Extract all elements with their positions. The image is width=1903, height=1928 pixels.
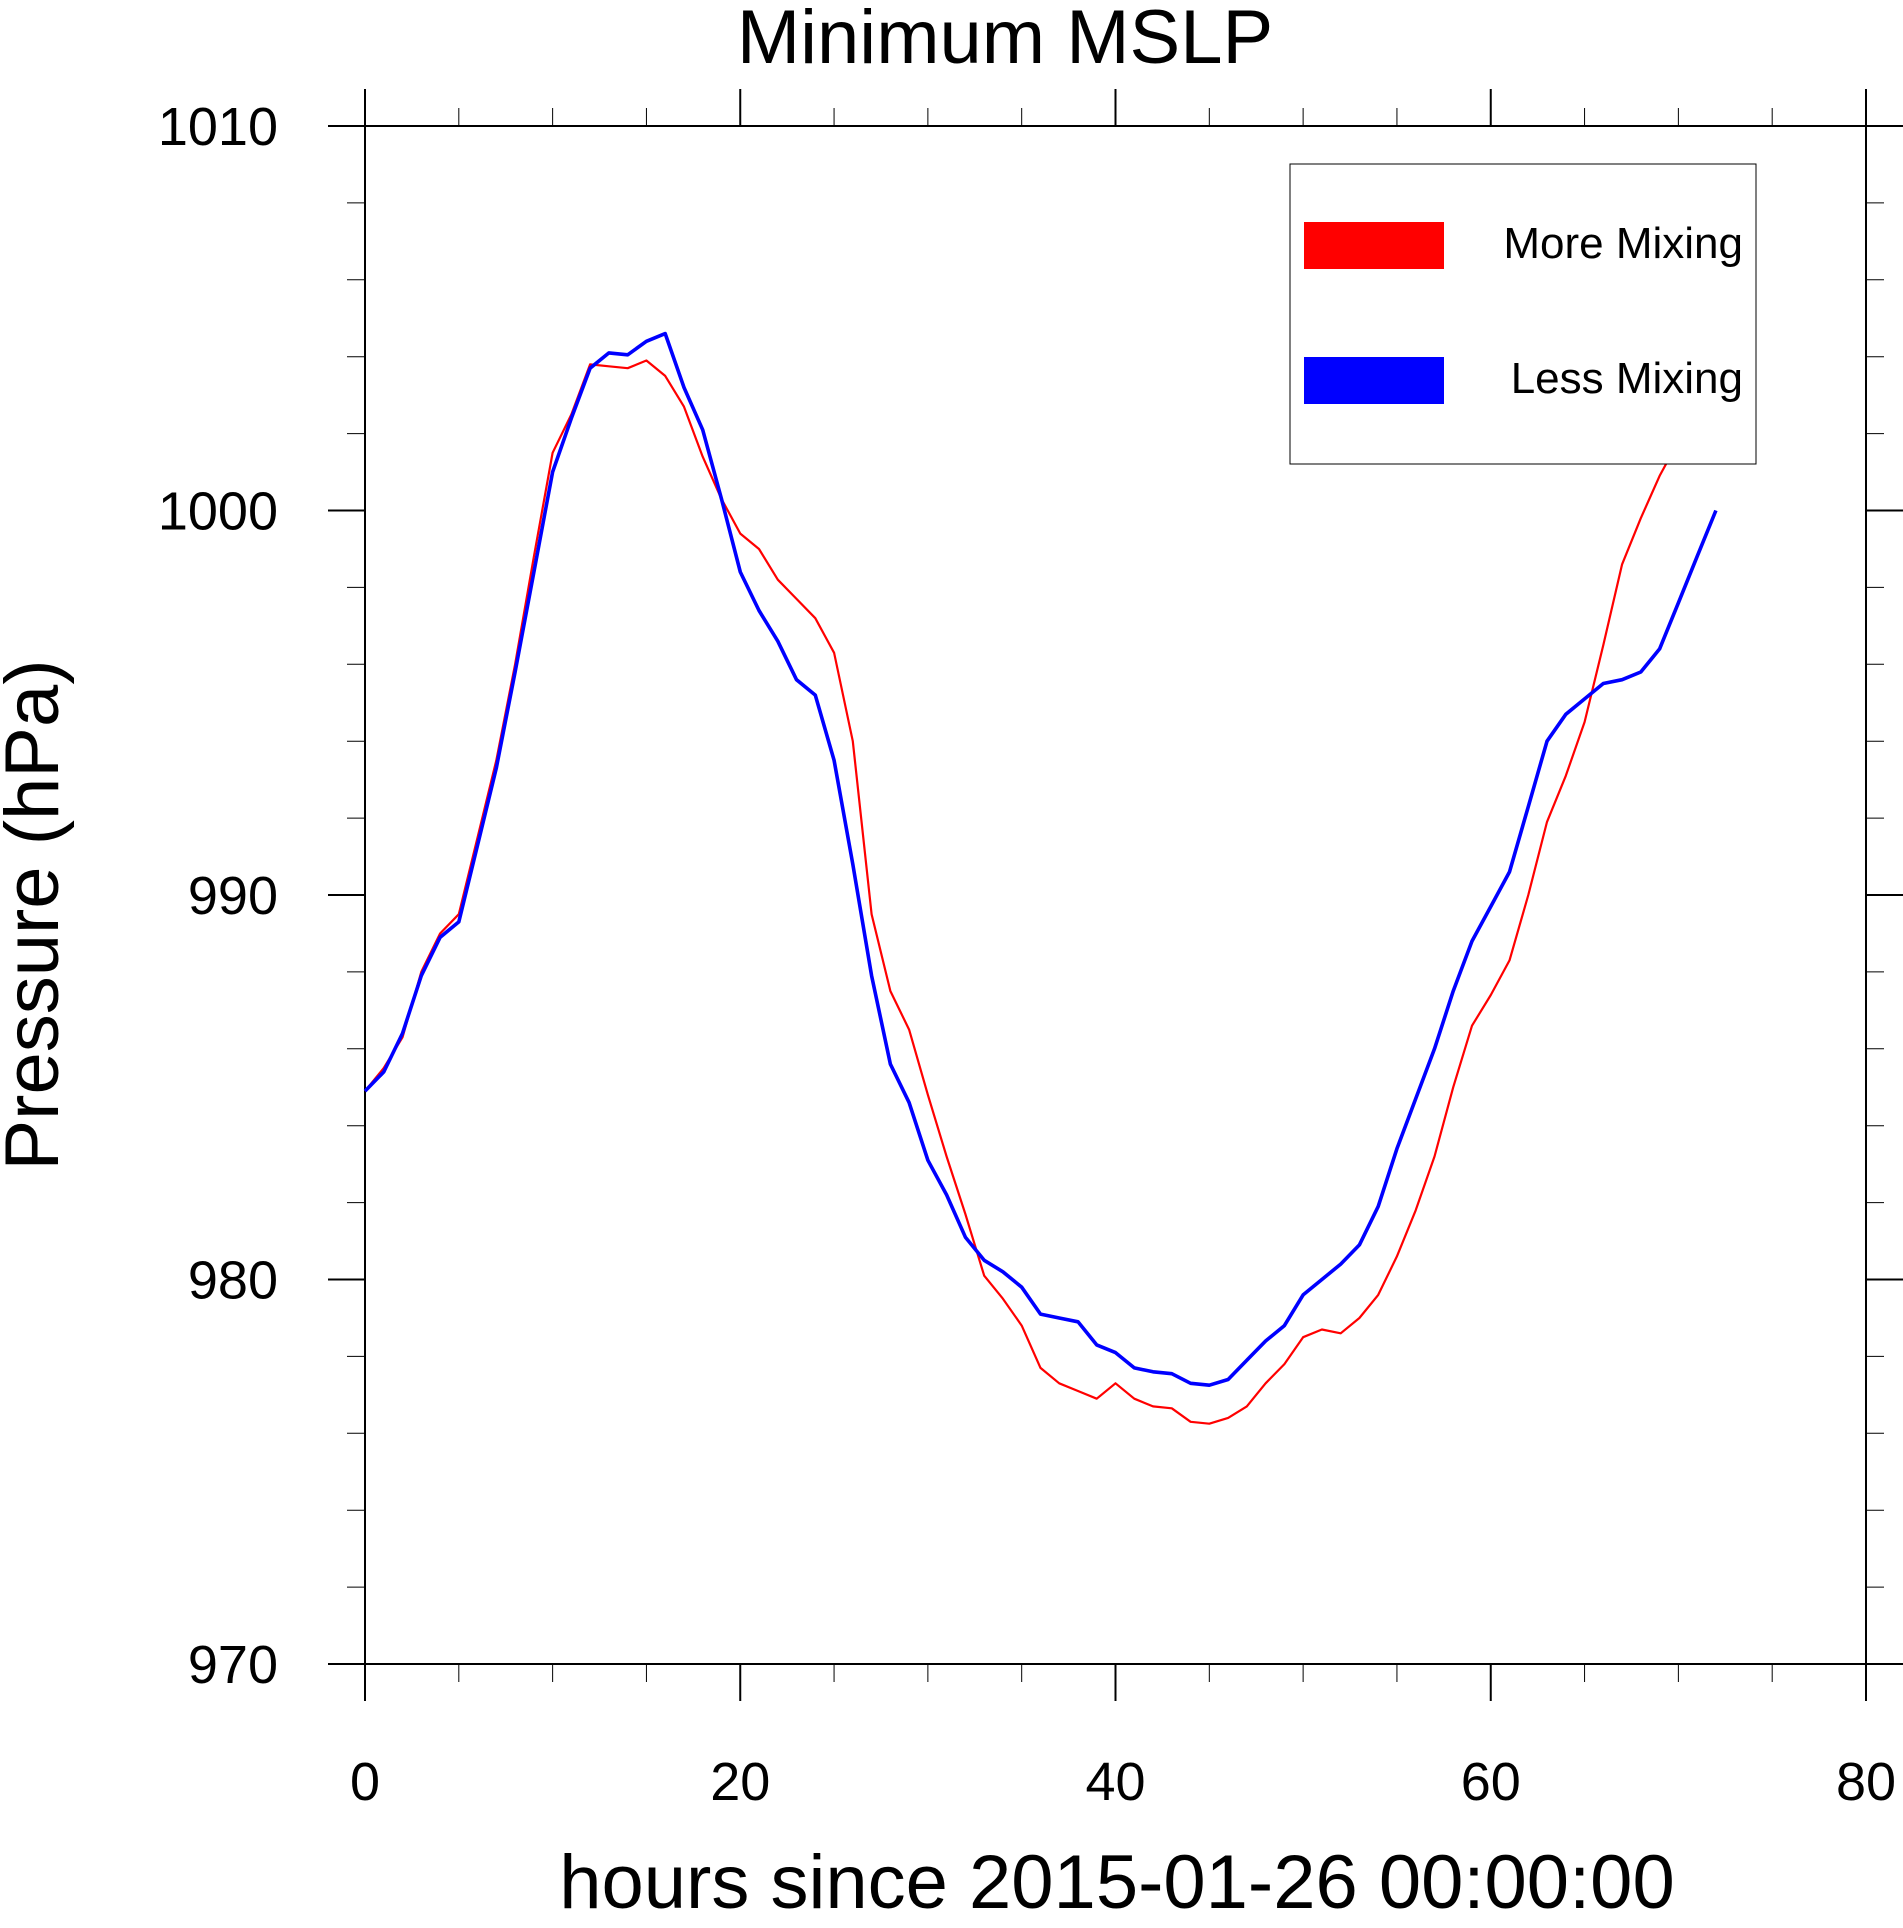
- x-tick-label: 60: [1461, 1752, 1521, 1812]
- y-tick-label: 1010: [158, 97, 278, 157]
- y-tick-label: 980: [188, 1251, 278, 1311]
- y-tick-label: 970: [188, 1635, 278, 1695]
- legend-label-less-mixing: Less Mixing: [1511, 354, 1743, 403]
- series-line-less-mixing: [363, 331, 1718, 1387]
- x-tick-label: 0: [350, 1752, 380, 1812]
- x-tick-label: 80: [1836, 1752, 1896, 1812]
- x-axis-label: hours since 2015-01-26 00:00:00: [559, 1840, 1674, 1925]
- legend-swatch-more-mixing: [1304, 222, 1444, 269]
- legend-box: [1289, 163, 1757, 465]
- y-tick-label: 1000: [158, 482, 278, 542]
- legend-label-more-mixing: More Mixing: [1503, 219, 1743, 268]
- chart-title: Minimum MSLP: [737, 0, 1273, 80]
- legend-swatch-less-mixing: [1304, 357, 1444, 404]
- legend: More Mixing Less Mixing: [1289, 163, 1757, 465]
- y-tick-label: 990: [188, 866, 278, 926]
- x-tick-label: 40: [1085, 1752, 1145, 1812]
- series-line-more-mixing: [364, 356, 1717, 1425]
- x-tick-label: 20: [710, 1752, 770, 1812]
- y-axis-label: Pressure (hPa): [0, 659, 75, 1170]
